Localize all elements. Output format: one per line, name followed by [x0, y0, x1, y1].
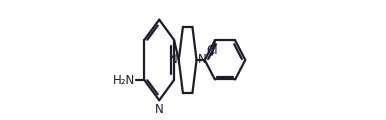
Text: H₂N: H₂N: [113, 74, 135, 87]
Text: N: N: [169, 54, 178, 66]
Text: N: N: [198, 54, 206, 66]
Text: N: N: [155, 103, 164, 116]
Text: Cl: Cl: [206, 44, 218, 57]
